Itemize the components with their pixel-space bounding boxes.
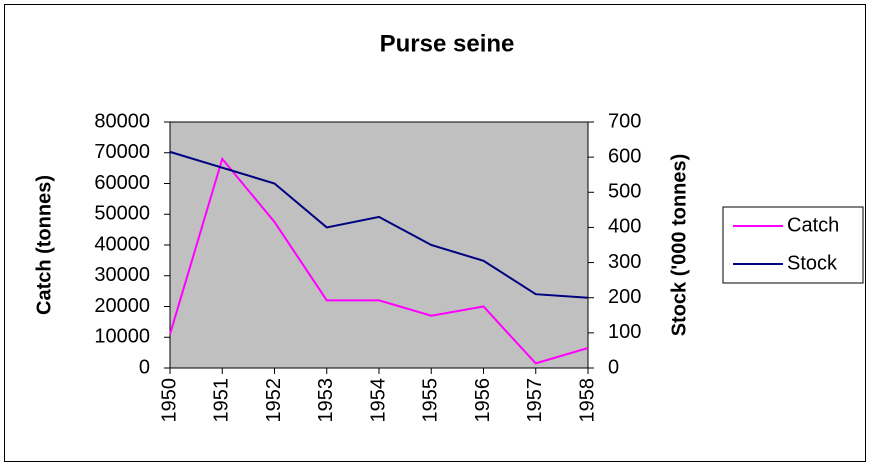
legend-label: Catch	[787, 214, 839, 236]
y2-tick-label: 400	[608, 216, 641, 238]
y-tick-label: 50000	[94, 203, 150, 225]
y2-tick-label: 500	[608, 181, 641, 203]
x-tick-label: 1954	[367, 378, 389, 423]
x-tick-label: 1953	[315, 378, 337, 423]
series-line	[169, 156, 589, 365]
chart-title: Purse seine	[380, 30, 515, 57]
legend	[722, 206, 864, 284]
y-tick-label: 10000	[94, 326, 150, 348]
y-tick-label: 20000	[94, 295, 150, 317]
y-tick-label: 0	[139, 356, 150, 378]
y2-tick-label: 600	[608, 145, 641, 167]
x-tick-label: 1958	[576, 378, 598, 423]
y-tick-label: 70000	[94, 141, 150, 163]
legend-label: Stock	[787, 252, 838, 274]
y-tick-label: 60000	[94, 172, 150, 194]
y-tick-label: 40000	[94, 233, 150, 255]
y2-tick-label: 100	[608, 321, 641, 343]
x-tick-label: 1955	[420, 378, 442, 423]
y2-tick-label: 300	[608, 251, 641, 273]
x-tick-label: 1950	[158, 378, 180, 423]
x-tick-label: 1957	[524, 378, 546, 423]
plot-area	[169, 121, 589, 369]
x-tick-label: 1952	[263, 378, 285, 423]
y2-tick-label: 200	[608, 286, 641, 308]
y-tick-label: 30000	[94, 264, 150, 286]
y-tick-label: 80000	[94, 110, 150, 132]
y2-tick-label: 0	[608, 356, 619, 378]
y-axis-label: Catch (tonnes)	[33, 175, 55, 315]
x-tick-label: 1956	[472, 378, 494, 423]
y2-tick-label: 700	[608, 110, 641, 132]
series-line	[169, 150, 589, 299]
x-tick-label: 1951	[211, 378, 233, 423]
y2-axis-label: Stock ('000 tonnes)	[668, 154, 690, 337]
